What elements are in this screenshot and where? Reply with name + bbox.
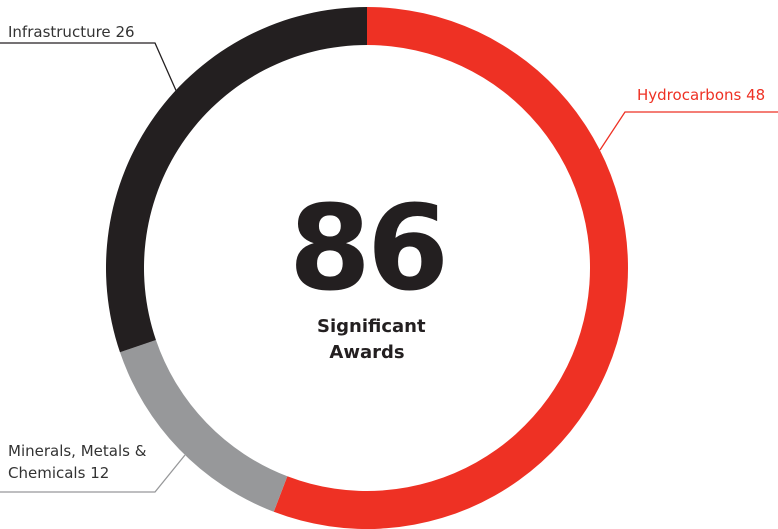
leader-line (0, 42, 179, 96)
center-value: 86 (288, 179, 449, 317)
label-category: Infrastructure (8, 23, 111, 41)
label-value: 26 (115, 23, 135, 41)
label-value: 48 (746, 86, 766, 104)
leader-line (599, 111, 778, 151)
segment-label: Infrastructure 26 (8, 21, 168, 43)
segment-label: Hydrocarbons 48 (637, 84, 778, 106)
label-category: Minerals, Metals & Chemicals (8, 442, 147, 482)
segment-label: Minerals, Metals & Chemicals 12 (8, 440, 158, 484)
center-label: Significant Awards (317, 316, 426, 363)
donut-segment (119, 340, 288, 512)
leader-line (0, 454, 186, 493)
label-category: Hydrocarbons (637, 86, 742, 104)
donut-segment (105, 7, 367, 353)
label-value: 12 (90, 464, 110, 482)
